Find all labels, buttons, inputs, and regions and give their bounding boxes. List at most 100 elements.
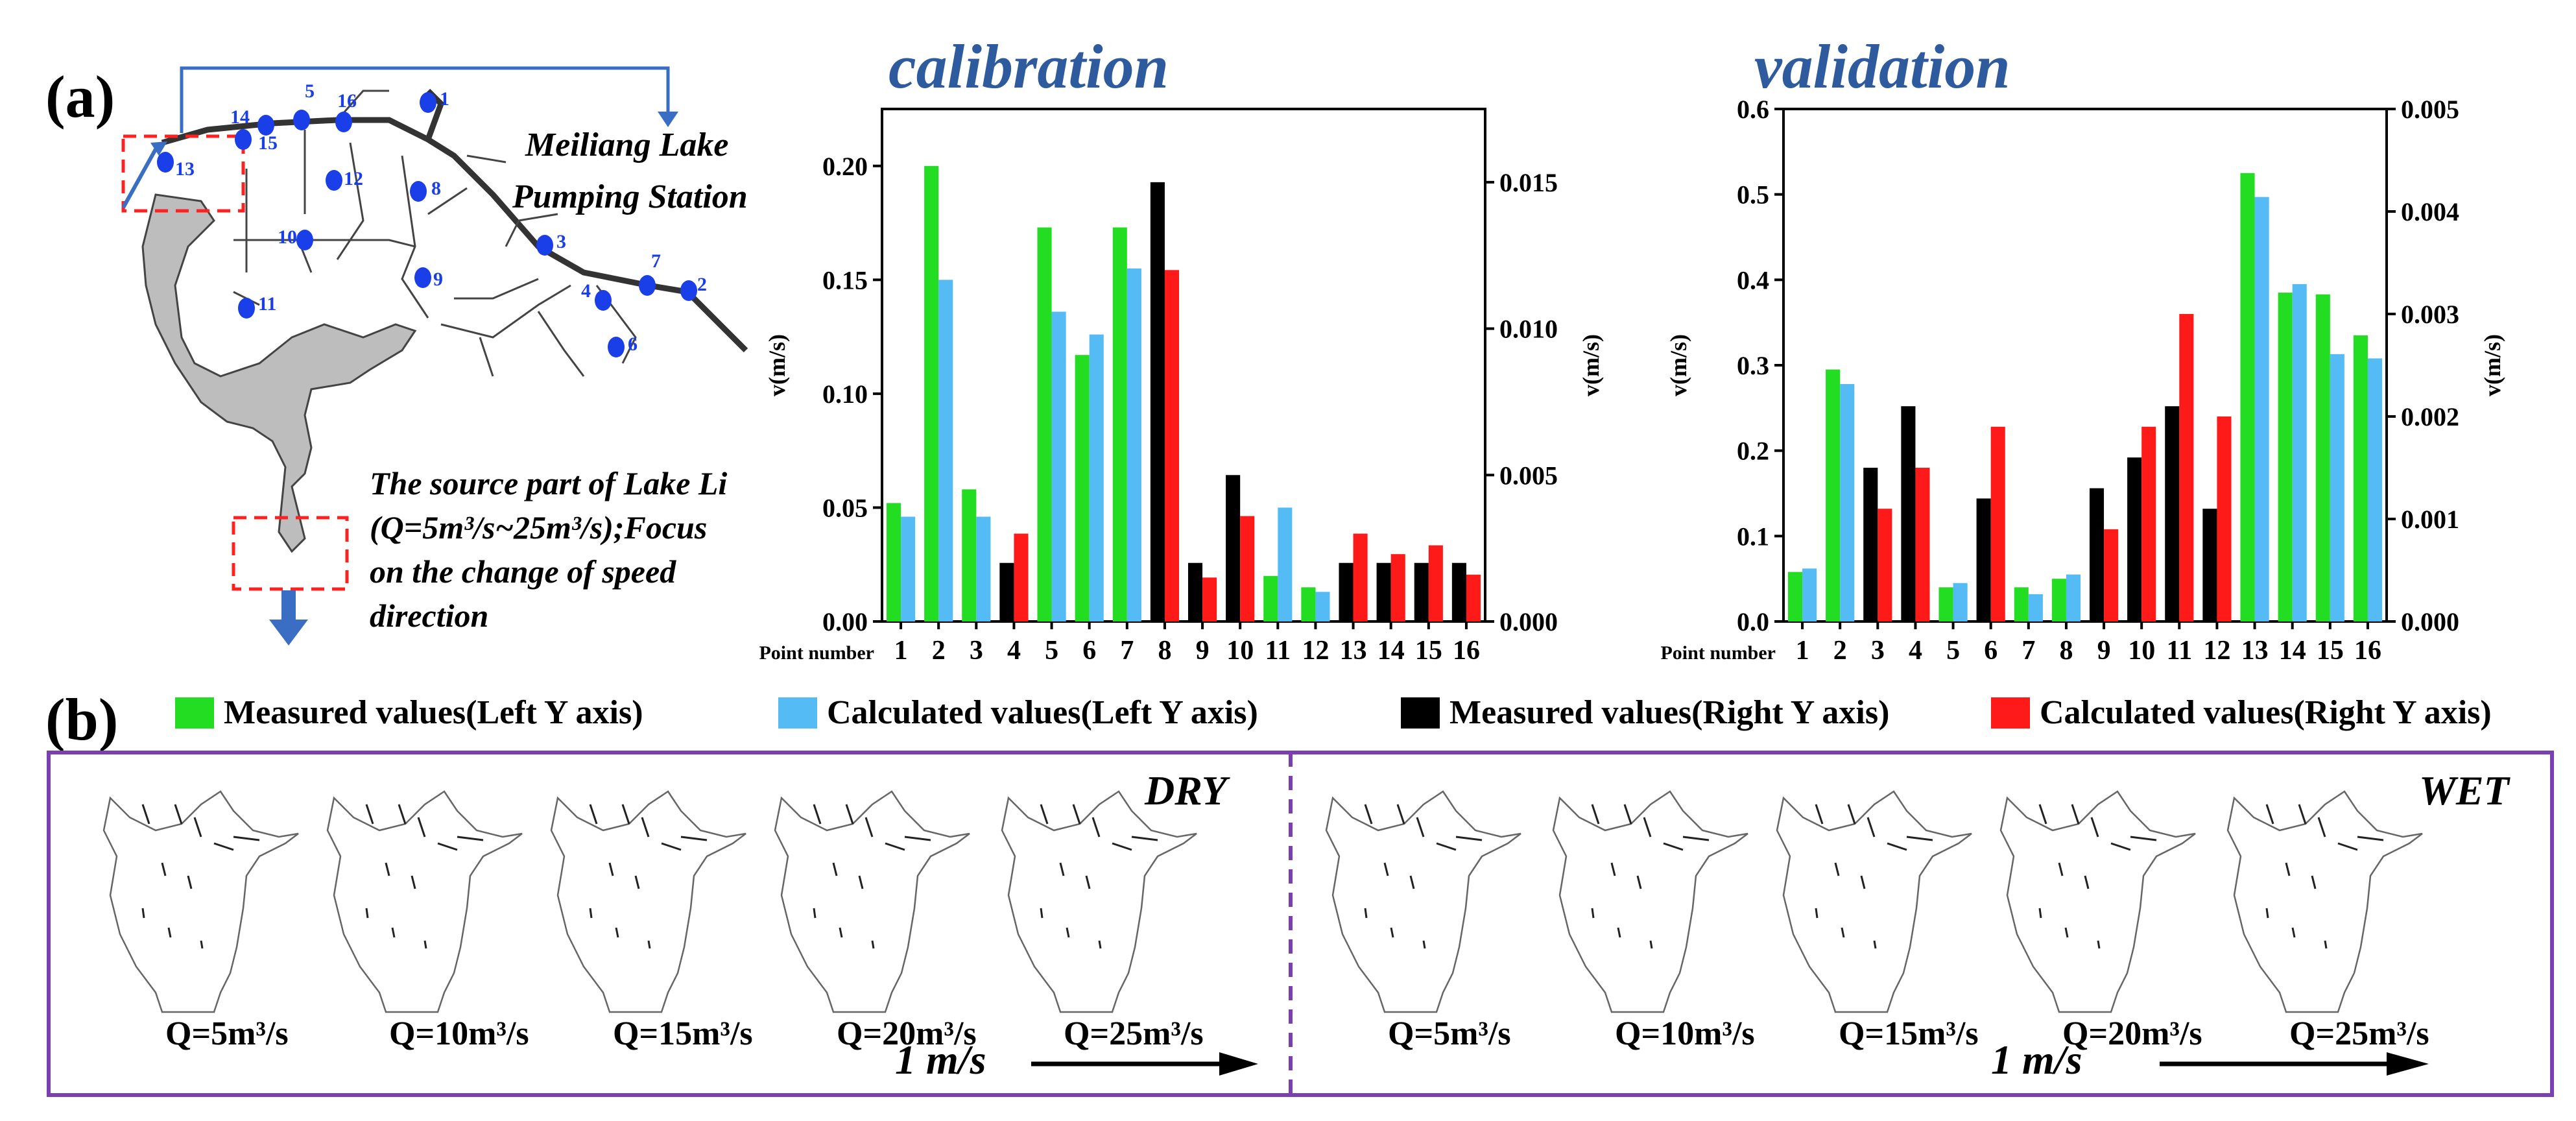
bar xyxy=(1466,574,1481,621)
velocity-vector xyxy=(1059,862,1065,876)
panel-b-label: (b) xyxy=(45,686,118,753)
source-box-bottom xyxy=(232,516,349,591)
velocity-vector xyxy=(680,836,708,841)
flow-field-panels: Q=5m³/s Q=10m³/s Q=15m³/s Q=20m³/s Q=25m³/s Q… xyxy=(102,790,2429,1052)
source-note-line2: (Q=5m³/s~25m³/s);Focus xyxy=(370,509,707,546)
discharge-label: Q=5m³/s xyxy=(165,1015,289,1052)
velocity-vector xyxy=(423,940,427,949)
velocity-vector xyxy=(1072,804,1081,825)
x-tick-label: 15 xyxy=(1415,636,1442,666)
map-point-label: 9 xyxy=(433,269,443,290)
bar xyxy=(2254,197,2269,621)
lake-outline xyxy=(1776,790,1972,1013)
bar xyxy=(1202,577,1217,621)
map-point-label: 7 xyxy=(651,250,661,272)
map-point-marker xyxy=(420,92,436,113)
x-tick-label: 9 xyxy=(2097,636,2111,666)
lake-body xyxy=(141,193,417,553)
bar xyxy=(1112,227,1127,622)
discharge-label: Q=10m³/s xyxy=(389,1015,529,1052)
velocity-vector xyxy=(1591,908,1595,919)
velocity-vector xyxy=(167,927,172,938)
velocity-vector xyxy=(365,908,369,919)
bar xyxy=(938,280,953,621)
velocity-vector xyxy=(1112,842,1132,851)
x-tick-label: 11 xyxy=(1265,636,1291,666)
x-tick-label: 15 xyxy=(2317,636,2344,666)
velocity-vector xyxy=(2064,927,2069,938)
bar xyxy=(999,562,1014,621)
chart-title: calibration xyxy=(888,32,1169,101)
velocity-vector xyxy=(2084,875,2090,889)
bar xyxy=(2165,406,2180,621)
map-point-marker xyxy=(608,337,625,357)
discharge-label: Q=10m³/s xyxy=(1615,1015,1755,1052)
velocity-vector xyxy=(832,862,838,876)
lake-outline xyxy=(1552,790,1748,1013)
bar xyxy=(1414,562,1429,621)
map-point-label: 13 xyxy=(175,158,195,180)
map-point-label: 2 xyxy=(697,274,707,295)
x-tick-label: 8 xyxy=(2059,636,2073,666)
left-tick-label: 0.1 xyxy=(1737,522,1769,551)
discharge-label: Q=20m³/s xyxy=(837,1015,977,1052)
bar xyxy=(2353,335,2368,621)
left-tick-label: 0.00 xyxy=(822,607,868,636)
chart-title: validation xyxy=(1754,32,2010,101)
velocity-vector xyxy=(365,804,374,825)
x-tick-label: 12 xyxy=(1302,636,1329,666)
map-point-label: 8 xyxy=(431,178,441,199)
discharge-label: Q=5m³/s xyxy=(1388,1015,1511,1052)
legend-label: Calculated values(Left Y axis) xyxy=(827,694,1258,731)
map-point-marker xyxy=(326,170,342,191)
lake-outline xyxy=(326,790,523,1013)
flow-panel: Q=25m³/s xyxy=(1001,790,1204,1052)
plot-frame xyxy=(881,108,1486,623)
velocity-vector xyxy=(904,836,931,841)
bar xyxy=(976,516,991,621)
x-tick-label: 4 xyxy=(1909,636,1922,666)
bar xyxy=(1787,572,1803,621)
velocity-vector xyxy=(1847,804,1856,825)
legend-label: Measured values(Left Y axis) xyxy=(224,694,643,731)
bar xyxy=(1075,355,1090,621)
flow-panel: Q=15m³/s xyxy=(1776,790,1979,1052)
bar xyxy=(2089,488,2105,621)
velocity-vector xyxy=(615,927,619,938)
map-point-marker xyxy=(157,152,174,173)
velocity-vector xyxy=(839,927,843,938)
outflow-arrow-shaft xyxy=(281,590,296,623)
x-tick-label: 7 xyxy=(1120,636,1134,666)
dry-label: DRY xyxy=(1144,767,1230,814)
right-tick-label: 0.005 xyxy=(2401,95,2459,124)
bar xyxy=(924,165,939,621)
dry-scale-bar: 1 m/s xyxy=(895,1037,1258,1083)
tributaries xyxy=(233,90,637,377)
map-point-marker xyxy=(238,298,255,319)
map-point-label: 6 xyxy=(628,333,638,355)
velocity-vector xyxy=(1390,927,1394,938)
map-point-marker xyxy=(680,280,697,301)
left-tick-label: 0.15 xyxy=(822,265,868,295)
discharge-label: Q=15m³/s xyxy=(613,1015,753,1052)
velocity-vector xyxy=(2291,927,2296,938)
lake-outline xyxy=(2226,790,2423,1013)
left-axis-label: v(m/s) xyxy=(764,334,790,396)
right-axis-label: v(m/s) xyxy=(2479,334,2505,396)
bar xyxy=(1802,568,1817,621)
velocity-vector xyxy=(161,862,167,876)
velocity-vector xyxy=(1396,804,1405,825)
map-point-marker xyxy=(595,290,612,311)
bar xyxy=(1278,507,1293,621)
velocity-vector xyxy=(2130,836,2157,841)
velocity-vector xyxy=(2317,817,2326,838)
velocity-vector xyxy=(608,862,614,876)
bar xyxy=(1226,475,1241,621)
source-box-top xyxy=(121,134,245,213)
velocity-vector xyxy=(1815,804,1824,825)
velocity-vector xyxy=(1906,836,1933,841)
x-tick-label: 3 xyxy=(970,636,983,666)
velocity-vector xyxy=(457,836,484,841)
velocity-vector xyxy=(661,842,682,851)
velocity-vector xyxy=(1663,842,1684,851)
